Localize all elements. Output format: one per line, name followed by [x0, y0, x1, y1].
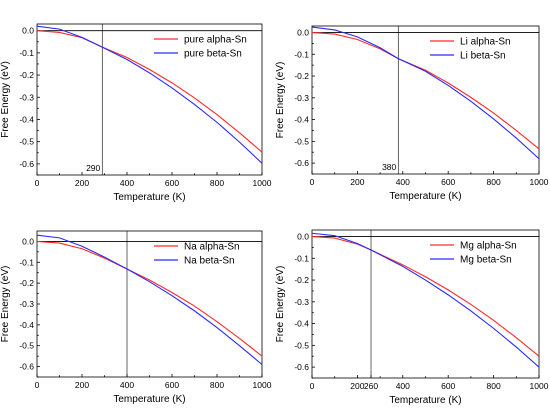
panel-1-ytick-label: -0.3 — [19, 92, 34, 102]
panel-1-xtick-label: 400 — [120, 178, 134, 188]
panel-4-xtick-label: 0 — [310, 381, 315, 391]
panel-1-legend-label-beta: pure beta-Sn — [184, 49, 242, 60]
panel-1-xtick-label: 0 — [35, 178, 40, 188]
panel-2-ytick-label: -0.3 — [294, 93, 309, 103]
panel-4-ytick-label: -0.1 — [294, 253, 309, 263]
panel-3-ylabel: Free Energy (eV) — [0, 266, 11, 343]
panel-4-xtick-label: 1000 — [530, 381, 549, 391]
panel-1-xtick-label: 600 — [165, 178, 179, 188]
panel-3-ytick-label: -0.5 — [19, 341, 34, 351]
panel-4-ytick-label: -0.3 — [294, 297, 309, 307]
panel-4-ytick-label: -0.4 — [294, 319, 309, 329]
panel-1-xtick-label: 200 — [75, 178, 89, 188]
panel-2-xtick-label: 0 — [310, 177, 315, 187]
panel-4-frame — [311, 229, 540, 379]
panel-1-ytick-label: -0.6 — [19, 159, 34, 169]
panel-4-ytick-label: -0.5 — [294, 340, 309, 350]
panel-3-xlabel: Temperature (K) — [113, 394, 185, 405]
panel-3-xtick-label: 0 — [35, 380, 40, 390]
panel-2-crossover-label: 380 — [382, 162, 396, 172]
panel-1-ytick-label: -0.2 — [19, 70, 34, 80]
panel-2-ylabel: Free Energy (eV) — [275, 62, 286, 139]
panel-1-ytick-label: -0.5 — [19, 137, 34, 147]
panel-3-ytick-label: -0.4 — [19, 320, 34, 330]
panel-1-frame — [36, 23, 263, 176]
panel-2-xlabel: Temperature (K) — [389, 191, 461, 202]
panel-1-ytick-label: -0.1 — [19, 48, 34, 58]
panel-4-xtick-label: 800 — [487, 381, 501, 391]
panel-1-series-alpha-line — [36, 30, 263, 153]
panel-1: 0 200 400 600 800 1000 0.0 -0.1 -0.2 -0.3 -0.4 -0.5… — [0, 23, 272, 203]
panel-3-ytick-label: -0.1 — [19, 257, 34, 267]
panel-3-xtick-label: 200 — [75, 380, 89, 390]
panel-3-series-beta-line — [36, 234, 263, 365]
panel-4-xtick-label: 600 — [441, 381, 455, 391]
panel-2-ytick-label: -0.4 — [294, 115, 309, 125]
panel-4-ytick-label: -0.2 — [294, 275, 309, 285]
panel-4-xlabel: Temperature (K) — [389, 395, 461, 406]
panel-3-ytick-label: -0.6 — [19, 362, 34, 372]
panel-1-legend-label-alpha: pure alpha-Sn — [184, 35, 247, 46]
panel-3-xtick-label: 800 — [210, 380, 224, 390]
panel-1-xlabel: Temperature (K) — [113, 192, 185, 203]
panel-1-ylabel: Free Energy (eV) — [0, 61, 11, 138]
panel-3-series-alpha-line — [36, 240, 263, 357]
panel-2: 0 200 400 600 800 1000 0.0 -0.1 -0.2 -0.3 -0.4 -0.5… — [275, 25, 549, 202]
panel-1-xtick-label: 800 — [210, 178, 224, 188]
panel-4-legend-label-beta: Mg beta-Sn — [460, 255, 512, 266]
panel-4: 0 200 260 400 600 800 1000 0.0 -0.1 -0.2 -0.3 -0.4 -… — [275, 229, 549, 406]
panel-2-legend-label-alpha: Li alpha-Sn — [460, 37, 511, 48]
panel-2-ytick-label: 0.0 — [297, 28, 309, 38]
panel-1-xtick-label: 1000 — [253, 178, 272, 188]
panel-3-ytick-label: -0.2 — [19, 278, 34, 288]
panel-2-ytick-label: -0.1 — [294, 49, 309, 59]
panel-2-xtick-label: 600 — [441, 177, 455, 187]
panel-2-xtick-label: 800 — [487, 177, 501, 187]
panel-4-ylabel: Free Energy (eV) — [275, 266, 286, 343]
panel-2-xtick-label: 200 — [350, 177, 364, 187]
panel-4-series-beta-line — [311, 232, 540, 368]
panel-3-legend-label-alpha: Na alpha-Sn — [184, 242, 240, 253]
panel-2-series-alpha-line — [311, 31, 540, 150]
panel-3-legend-label-beta: Na beta-Sn — [184, 256, 235, 267]
panel-4-series-alpha-line — [311, 235, 540, 357]
panel-2-series-beta-line — [311, 26, 540, 160]
panel-1-series-beta-line — [36, 25, 263, 164]
panel-2-frame — [311, 25, 540, 175]
panel-2-ytick-label: -0.6 — [294, 158, 309, 168]
panel-3-xtick-label: 600 — [165, 380, 179, 390]
panel-3: 0 200 400 600 800 1000 0.0 -0.1 -0.2 -0.3 -0.4 -0.5… — [0, 230, 272, 405]
panel-1-ytick-label: 0.0 — [22, 26, 34, 36]
panel-4-xtick-label: 260 — [364, 381, 378, 391]
panel-3-ytick-label: 0.0 — [22, 236, 34, 246]
panel-4-ytick-label: 0.0 — [297, 232, 309, 242]
panel-4-xtick-label: 400 — [396, 381, 410, 391]
panel-3-xtick-label: 400 — [120, 380, 134, 390]
panel-3-ytick-label: -0.3 — [19, 299, 34, 309]
panel-1-ytick-label: -0.4 — [19, 114, 34, 124]
panel-1-crossover-label: 290 — [86, 163, 100, 173]
panel-2-xtick-label: 1000 — [530, 177, 549, 187]
panel-3-xtick-label: 1000 — [253, 380, 272, 390]
panel-2-legend-label-beta: Li beta-Sn — [460, 51, 506, 62]
panel-3-frame — [36, 230, 263, 378]
panel-4-ytick-label: -0.6 — [294, 362, 309, 372]
panel-4-xtick-label: 200 — [350, 381, 364, 391]
panel-2-ytick-label: -0.2 — [294, 71, 309, 81]
panel-2-ytick-label: -0.5 — [294, 136, 309, 146]
panel-4-legend-label-alpha: Mg alpha-Sn — [460, 241, 517, 252]
panel-2-xtick-label: 400 — [396, 177, 410, 187]
